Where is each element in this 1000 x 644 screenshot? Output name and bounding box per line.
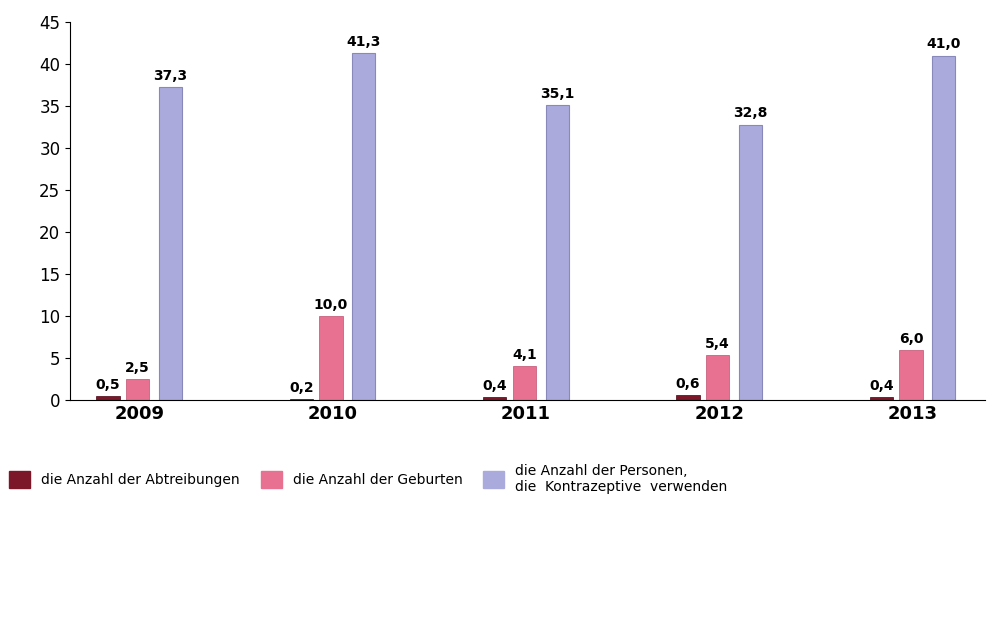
Bar bbox=[899, 350, 923, 401]
Text: 10,0: 10,0 bbox=[314, 298, 348, 312]
Text: 5,4: 5,4 bbox=[705, 337, 730, 351]
Text: 2,5: 2,5 bbox=[125, 361, 150, 375]
Legend: die Anzahl der Abtreibungen, die Anzahl der Geburten, die Anzahl der Personen,
d: die Anzahl der Abtreibungen, die Anzahl … bbox=[4, 459, 733, 500]
Bar bbox=[96, 396, 120, 401]
Text: 0,4: 0,4 bbox=[869, 379, 894, 393]
Bar bbox=[290, 399, 313, 401]
Bar bbox=[706, 355, 729, 401]
Bar bbox=[739, 125, 762, 401]
Bar bbox=[870, 397, 893, 401]
Bar bbox=[546, 105, 569, 401]
Text: 35,1: 35,1 bbox=[540, 87, 574, 101]
Text: 0,2: 0,2 bbox=[289, 381, 314, 395]
Text: 41,3: 41,3 bbox=[347, 35, 381, 49]
Text: 4,1: 4,1 bbox=[512, 348, 537, 362]
Text: 32,8: 32,8 bbox=[733, 106, 768, 120]
Bar bbox=[483, 397, 506, 401]
Bar bbox=[932, 55, 955, 401]
Bar bbox=[126, 379, 149, 401]
Bar bbox=[676, 395, 700, 401]
Text: 0,6: 0,6 bbox=[676, 377, 700, 392]
Text: 6,0: 6,0 bbox=[899, 332, 923, 346]
Bar bbox=[319, 316, 343, 401]
Bar bbox=[159, 87, 182, 401]
Text: 0,4: 0,4 bbox=[482, 379, 507, 393]
Text: 37,3: 37,3 bbox=[154, 68, 188, 82]
Bar bbox=[352, 53, 375, 401]
Text: 41,0: 41,0 bbox=[927, 37, 961, 52]
Bar bbox=[513, 366, 536, 401]
Text: 0,5: 0,5 bbox=[96, 378, 120, 392]
